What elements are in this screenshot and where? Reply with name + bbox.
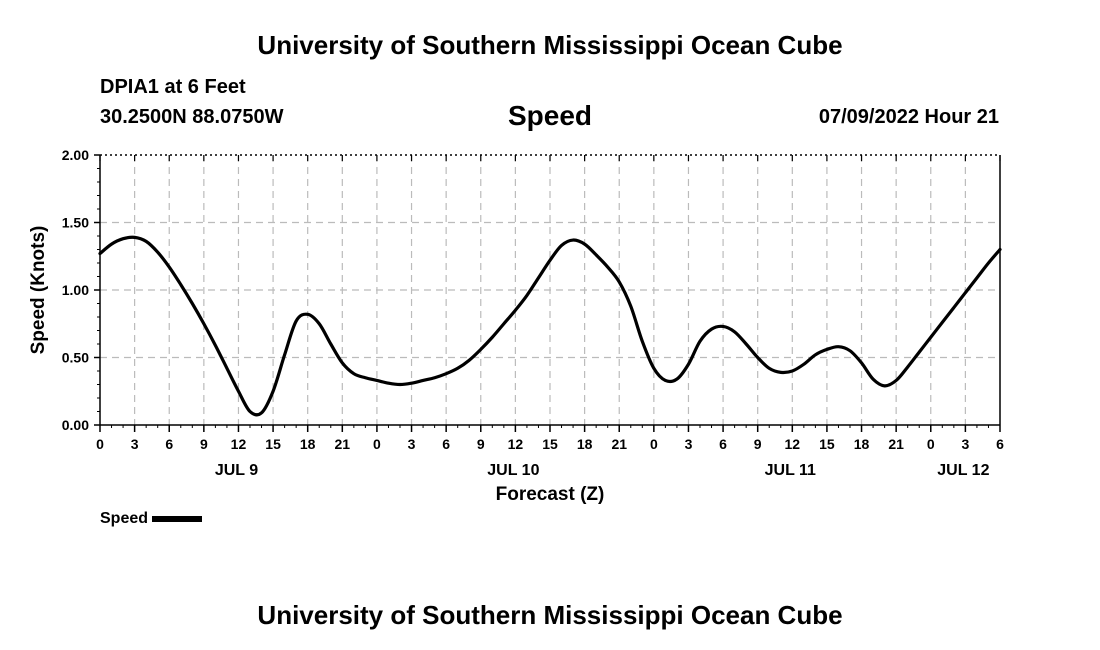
y-axis-label: Speed (Knots) bbox=[28, 226, 49, 355]
y-tick-label: 0.50 bbox=[62, 350, 89, 366]
x-tick-label: 15 bbox=[542, 436, 558, 452]
forecast-timestamp: 07/09/2022 Hour 21 bbox=[818, 106, 999, 128]
day-label: JUL 10 bbox=[487, 462, 539, 479]
x-tick-label: 6 bbox=[165, 436, 173, 452]
x-tick-label: 9 bbox=[754, 436, 762, 452]
x-tick-label: 6 bbox=[442, 436, 450, 452]
day-label: JUL 12 bbox=[937, 462, 989, 479]
legend: Speed bbox=[100, 510, 203, 528]
x-tick-label: 6 bbox=[996, 436, 1004, 452]
x-tick-label: 21 bbox=[335, 436, 351, 452]
x-tick-label: 3 bbox=[685, 436, 693, 452]
x-tick-label: 3 bbox=[961, 436, 969, 452]
station-coordinates: 30.2500N 88.0750W bbox=[100, 106, 284, 128]
x-tick-label: 3 bbox=[408, 436, 416, 452]
top-title: University of Southern Mississippi Ocean… bbox=[257, 30, 843, 60]
y-tick-label: 1.00 bbox=[62, 282, 89, 298]
day-label: JUL 9 bbox=[215, 462, 258, 479]
y-tick-label: 1.50 bbox=[62, 215, 89, 231]
bottom-title: University of Southern Mississippi Ocean… bbox=[257, 600, 843, 630]
x-tick-label: 18 bbox=[300, 436, 316, 452]
x-tick-label: 0 bbox=[650, 436, 658, 452]
x-tick-label: 9 bbox=[200, 436, 208, 452]
y-tick-label: 2.00 bbox=[62, 147, 89, 163]
x-tick-label: 6 bbox=[719, 436, 727, 452]
x-tick-label: 0 bbox=[373, 436, 381, 452]
chart-title: Speed bbox=[507, 100, 593, 131]
day-label: JUL 11 bbox=[765, 462, 816, 479]
legend-label: Speed bbox=[100, 510, 149, 527]
legend-line-swatch bbox=[152, 515, 203, 522]
x-axis-label: Forecast (Z) bbox=[496, 484, 605, 505]
x-tick-label: 21 bbox=[888, 436, 904, 452]
x-tick-label: 9 bbox=[477, 436, 485, 452]
x-tick-label: 18 bbox=[577, 436, 593, 452]
x-tick-label: 3 bbox=[131, 436, 139, 452]
x-tick-label: 15 bbox=[819, 436, 835, 452]
x-tick-label: 12 bbox=[508, 436, 524, 452]
x-tick-label: 18 bbox=[854, 436, 870, 452]
x-tick-label: 12 bbox=[231, 436, 247, 452]
x-tick-label: 21 bbox=[611, 436, 627, 452]
x-tick-label: 0 bbox=[96, 436, 104, 452]
y-tick-label: 0.00 bbox=[62, 417, 89, 433]
speed-series-line bbox=[98, 235, 1002, 417]
x-tick-label: 15 bbox=[265, 436, 281, 452]
x-tick-label: 12 bbox=[785, 436, 801, 452]
station-name: DPIA1 at 6 Feet bbox=[100, 76, 246, 98]
x-tick-label: 0 bbox=[927, 436, 935, 452]
